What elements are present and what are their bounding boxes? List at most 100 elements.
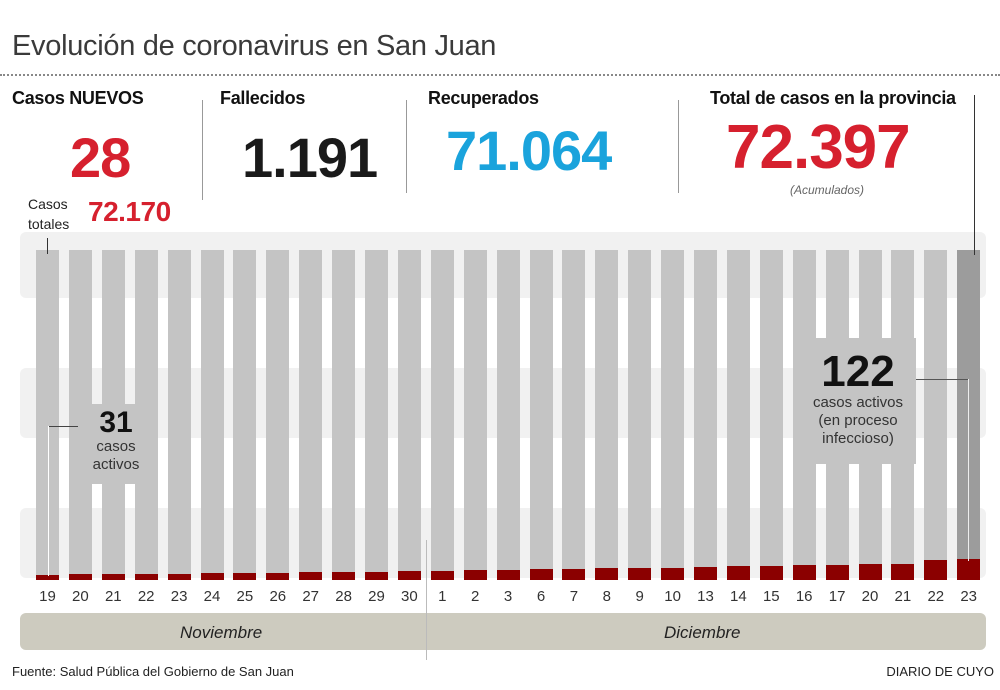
source-note: Fuente: Salud Pública del Gobierno de Sa… <box>12 664 294 679</box>
x-tick-label: 30 <box>401 588 418 605</box>
total-bar <box>266 250 290 580</box>
total-bar <box>332 250 356 580</box>
total-bar <box>167 250 191 580</box>
x-tick-label: 8 <box>602 588 611 605</box>
total-bar <box>529 250 553 580</box>
x-tick-label: 21 <box>894 588 912 605</box>
active-cases-bar <box>694 566 717 580</box>
province-total-note: (Acumulados) <box>790 183 865 197</box>
total-bar <box>726 250 750 580</box>
x-tick-label: 7 <box>569 588 579 605</box>
leader-line <box>974 95 975 255</box>
end-active-text: casos activos <box>812 394 904 411</box>
start-annotation: 31 casos activos <box>74 408 158 474</box>
x-tick-label: 9 <box>635 588 644 605</box>
total-bar <box>759 250 783 580</box>
x-tick-label: 22 <box>137 588 155 605</box>
x-tick-label: 23 <box>960 588 978 605</box>
x-tick-label: 24 <box>203 588 221 605</box>
x-tick-label: 1 <box>438 588 447 605</box>
active-cases-bar <box>68 574 92 580</box>
total-bar <box>36 250 59 580</box>
month-label-november: Noviembre <box>180 623 263 642</box>
x-tick-label: 10 <box>664 588 681 605</box>
title-divider <box>0 74 1000 76</box>
total-bar <box>595 250 619 580</box>
page-title: Evolución de coronavirus en San Juan <box>12 30 497 62</box>
active-cases-bar <box>134 574 158 580</box>
active-cases-bar <box>36 574 59 580</box>
active-cases-bar <box>101 574 125 580</box>
active-cases-bar <box>792 565 816 580</box>
active-cases-bar <box>496 570 520 580</box>
start-active-value: 31 <box>99 406 133 439</box>
stat-divider <box>406 100 407 193</box>
active-cases-bar <box>825 564 849 580</box>
x-tick-label: 29 <box>368 588 385 605</box>
start-active-text: activos <box>92 456 140 473</box>
province-total-label: Total de casos en la provincia <box>710 88 956 108</box>
total-bar <box>233 250 257 580</box>
total-bar <box>694 250 717 580</box>
total-bar <box>365 250 388 580</box>
stat-divider <box>202 100 203 200</box>
end-annotation: 122 casos activos (en proceso infeccioso… <box>800 350 916 448</box>
province-total-value: 72.397 <box>726 113 911 182</box>
end-annotation-bg <box>800 338 916 464</box>
brand-credit: DIARIO DE CUYO <box>886 664 994 679</box>
deaths-label: Fallecidos <box>220 88 306 108</box>
x-tick-label: 26 <box>269 588 287 605</box>
active-cases-bar <box>661 567 685 580</box>
stat-divider <box>678 100 679 193</box>
total-bar <box>463 250 487 580</box>
active-cases-bar <box>891 563 915 580</box>
active-cases-bar <box>299 572 323 580</box>
end-active-value: 122 <box>821 347 895 396</box>
x-tick-label: 16 <box>795 588 813 605</box>
x-tick-label: 14 <box>730 588 747 605</box>
active-cases-bar <box>924 559 948 580</box>
leader-line <box>48 426 78 427</box>
x-tick-label: 17 <box>828 588 846 605</box>
x-tick-label: 3 <box>503 588 513 605</box>
active-cases-bar <box>562 568 586 580</box>
leader-line <box>47 238 48 254</box>
end-active-text: infeccioso) <box>822 430 894 447</box>
x-tick-label: 13 <box>697 588 714 605</box>
total-bar <box>299 250 323 580</box>
leader-line <box>968 379 969 561</box>
new-cases-label: Casos NUEVOS <box>12 88 144 108</box>
x-tick-label: 6 <box>536 588 546 605</box>
active-cases-bar <box>858 563 882 580</box>
x-tick-label: 21 <box>104 588 122 605</box>
active-cases-bar <box>167 574 191 580</box>
active-cases-bar <box>200 573 224 580</box>
x-tick-label: 15 <box>762 588 780 605</box>
month-band <box>20 613 986 650</box>
month-label-december: Diciembre <box>664 623 741 642</box>
x-tick-label: 22 <box>927 588 945 605</box>
start-annotation-bg <box>74 404 158 484</box>
active-cases-bar <box>759 565 783 580</box>
total-bar <box>496 250 520 580</box>
x-tick-label: 23 <box>170 588 188 605</box>
start-active-text: casos <box>96 438 136 455</box>
end-active-text: (en proceso <box>818 412 898 429</box>
recovered-label: Recuperados <box>428 88 539 108</box>
deaths-value: 1.191 <box>242 126 378 189</box>
active-cases-bar <box>726 566 750 580</box>
x-tick-label: 28 <box>335 588 352 605</box>
x-tick-label: 19 <box>39 588 56 605</box>
active-cases-bar <box>233 573 257 580</box>
active-cases-bar <box>595 567 619 580</box>
total-bar <box>661 250 685 580</box>
active-cases-bar <box>529 568 553 580</box>
x-tick-label: 25 <box>236 588 254 605</box>
total-bar <box>430 250 454 580</box>
month-divider <box>426 540 427 660</box>
active-cases-bar <box>397 571 421 580</box>
active-cases-bar <box>628 567 652 580</box>
total-bar <box>628 250 652 580</box>
total-bar <box>924 250 948 580</box>
total-bar <box>200 250 224 580</box>
